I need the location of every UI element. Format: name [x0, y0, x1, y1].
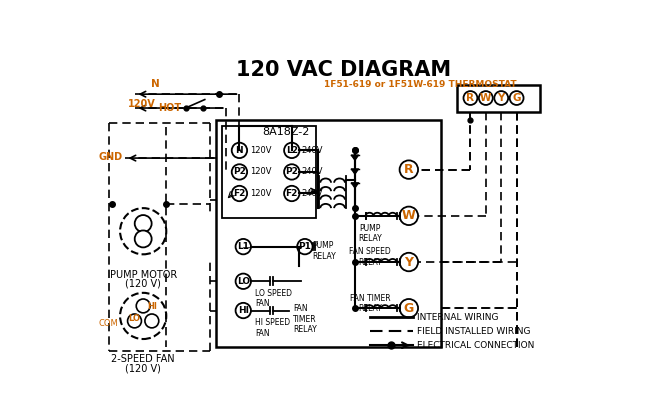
- Circle shape: [232, 186, 247, 201]
- Circle shape: [284, 164, 299, 180]
- Text: W: W: [402, 210, 415, 222]
- Circle shape: [127, 314, 141, 328]
- Text: 240V: 240V: [302, 189, 324, 198]
- Text: W: W: [480, 93, 492, 103]
- Text: HI SPEED
FAN: HI SPEED FAN: [255, 318, 290, 338]
- Text: FIELD INSTALLED WIRING: FIELD INSTALLED WIRING: [417, 327, 530, 336]
- Circle shape: [232, 164, 247, 180]
- Text: N: N: [236, 146, 243, 155]
- Text: G: G: [513, 93, 521, 103]
- Circle shape: [399, 207, 418, 225]
- Text: 120 VAC DIAGRAM: 120 VAC DIAGRAM: [236, 59, 451, 80]
- Circle shape: [399, 253, 418, 271]
- Circle shape: [236, 303, 251, 318]
- Text: LO: LO: [128, 314, 140, 323]
- Circle shape: [297, 239, 313, 254]
- Text: PUMP MOTOR: PUMP MOTOR: [110, 270, 177, 280]
- Circle shape: [232, 143, 247, 158]
- Circle shape: [464, 91, 477, 105]
- Circle shape: [479, 91, 492, 105]
- Circle shape: [135, 215, 151, 232]
- Circle shape: [120, 293, 166, 339]
- Text: 2-SPEED FAN: 2-SPEED FAN: [111, 354, 175, 365]
- Text: LO: LO: [237, 277, 250, 286]
- Text: GND: GND: [98, 152, 123, 162]
- Text: L1: L1: [237, 242, 249, 251]
- Circle shape: [284, 143, 299, 158]
- Polygon shape: [351, 169, 358, 174]
- Bar: [222, 126, 316, 218]
- Circle shape: [236, 239, 251, 254]
- Text: 120V: 120V: [250, 168, 272, 176]
- Text: L2: L2: [286, 146, 297, 155]
- Circle shape: [135, 230, 151, 247]
- Text: 120V: 120V: [128, 99, 155, 109]
- Text: P1: P1: [298, 242, 312, 251]
- Text: R: R: [404, 163, 413, 176]
- Text: Y: Y: [404, 256, 413, 269]
- Text: Y: Y: [498, 93, 505, 103]
- Text: PUMP
RELAY: PUMP RELAY: [358, 223, 382, 243]
- Text: INTERNAL WIRING: INTERNAL WIRING: [417, 313, 498, 322]
- Text: P2: P2: [285, 168, 298, 176]
- Bar: [456, 85, 540, 112]
- Circle shape: [136, 299, 150, 313]
- Text: FAN TIMER
RELAY: FAN TIMER RELAY: [350, 294, 391, 313]
- Text: HI: HI: [147, 302, 157, 311]
- Circle shape: [399, 299, 418, 318]
- Text: ELECTRICAL CONNECTION: ELECTRICAL CONNECTION: [417, 341, 534, 350]
- Polygon shape: [351, 155, 358, 160]
- Text: LO SPEED
FAN: LO SPEED FAN: [255, 289, 292, 308]
- Text: (120 V): (120 V): [125, 364, 161, 374]
- Text: 240V: 240V: [302, 168, 324, 176]
- Text: N: N: [151, 79, 159, 89]
- Text: F2: F2: [233, 189, 246, 198]
- Text: 240V: 240V: [302, 146, 324, 155]
- Text: P2: P2: [233, 168, 246, 176]
- Polygon shape: [351, 183, 358, 188]
- Text: COM: COM: [98, 319, 118, 328]
- Text: F2: F2: [285, 189, 298, 198]
- Circle shape: [494, 91, 508, 105]
- Text: 120V: 120V: [250, 146, 272, 155]
- Text: 120V: 120V: [250, 189, 272, 198]
- Circle shape: [284, 186, 299, 201]
- Text: FAN
TIMER
RELAY: FAN TIMER RELAY: [293, 304, 317, 334]
- Text: HI: HI: [238, 306, 249, 315]
- Text: 8A18Z-2: 8A18Z-2: [263, 127, 310, 137]
- Circle shape: [120, 208, 166, 254]
- Text: R: R: [466, 93, 474, 103]
- Circle shape: [510, 91, 523, 105]
- Text: HOT: HOT: [159, 103, 182, 114]
- Text: (120 V): (120 V): [125, 279, 161, 289]
- Circle shape: [399, 160, 418, 179]
- Circle shape: [236, 274, 251, 289]
- Text: FAN SPEED
RELAY: FAN SPEED RELAY: [350, 247, 391, 267]
- Circle shape: [145, 314, 159, 328]
- Text: PUMP
RELAY: PUMP RELAY: [313, 241, 336, 261]
- Bar: [216, 119, 441, 347]
- Text: G: G: [404, 302, 414, 315]
- Text: 1F51-619 or 1F51W-619 THERMOSTAT: 1F51-619 or 1F51W-619 THERMOSTAT: [324, 80, 517, 88]
